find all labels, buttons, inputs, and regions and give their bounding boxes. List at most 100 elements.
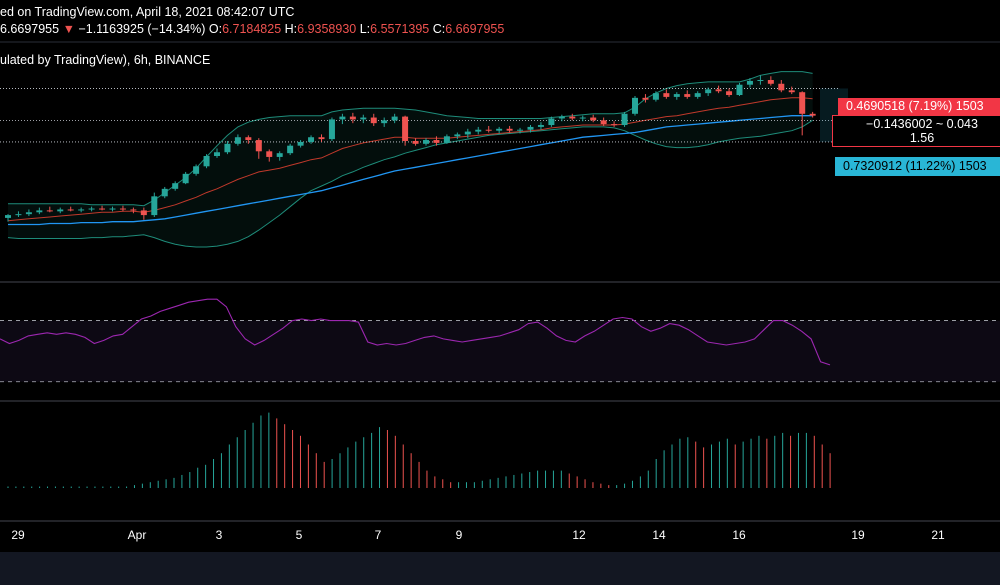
candle-body <box>726 91 733 96</box>
candle-body <box>788 90 795 93</box>
candle-body <box>705 89 712 94</box>
candle-body <box>339 116 346 120</box>
x-tick-label: 29 <box>11 528 25 542</box>
candle-body <box>642 97 649 100</box>
candle-body <box>140 210 147 216</box>
candle-body <box>485 129 492 131</box>
candle-body <box>266 151 273 157</box>
candle-body <box>287 145 294 154</box>
candle-body <box>67 209 74 211</box>
candle-body <box>423 140 429 144</box>
symbol-text: ulated by TradingView), 6h, BINANCE <box>0 53 211 67</box>
close-value: 6.6697955 <box>445 22 505 36</box>
candle-body <box>517 129 524 131</box>
candle-body <box>25 212 32 215</box>
candle-body <box>778 83 785 91</box>
candle-body <box>151 196 158 216</box>
measure-down-tag: 0.7320912 (11.22%) 1503 <box>835 157 1000 176</box>
price-change: −1.1163925 (−14.34%) <box>78 22 206 36</box>
rsi-band-fill <box>0 320 1000 382</box>
candle-body <box>809 113 816 116</box>
candle-body <box>297 141 304 146</box>
candle-body <box>673 94 680 97</box>
candle-body <box>172 183 179 189</box>
candle-body <box>746 80 753 85</box>
header-source-line: ed on TradingView.com, April 18, 2021 08… <box>0 5 294 19</box>
candle-body <box>57 209 64 212</box>
x-tick-label: 5 <box>295 528 303 542</box>
current-price: 6.6697955 <box>0 22 60 36</box>
candle-body <box>652 93 659 100</box>
x-tick-label: 16 <box>732 528 746 542</box>
low-value: 6.5571395 <box>370 22 430 36</box>
x-tick-label: Apr <box>127 528 147 542</box>
x-tick-label: 14 <box>652 528 666 542</box>
candle-body <box>611 124 618 126</box>
low-label: L: <box>359 22 371 36</box>
candle-body <box>506 128 513 131</box>
candle-body <box>255 140 262 152</box>
candle-body <box>391 116 398 121</box>
candle-body <box>109 208 116 210</box>
candle-body <box>234 137 241 144</box>
candle-body <box>454 134 461 137</box>
candle-body <box>757 80 764 82</box>
candle-body <box>119 208 126 210</box>
candle-body <box>475 129 482 132</box>
candle-body <box>767 80 774 84</box>
candle-body <box>799 92 806 114</box>
candle-body <box>443 136 450 143</box>
candle-body <box>736 84 743 96</box>
candle-body <box>684 94 691 97</box>
high-value: 6.9358930 <box>297 22 357 36</box>
candle-body <box>318 137 325 140</box>
x-tick-label: 12 <box>572 528 586 542</box>
measure-range-line1: −0.1436002 ~ 0.043 <box>866 117 978 131</box>
candle-body <box>694 93 701 97</box>
down-arrow-icon: ▼ <box>62 22 75 36</box>
candle-body <box>36 210 43 213</box>
header-ohlc-line: 6.6697955 ▼ −1.1163925 (−14.34%) O:6.718… <box>0 22 504 36</box>
candle-body <box>663 93 670 97</box>
candle-body <box>548 118 555 126</box>
candle-body <box>558 116 565 119</box>
candle-body <box>360 117 367 120</box>
rsi-line <box>0 298 831 366</box>
candle-body <box>632 97 638 114</box>
candle-body <box>99 208 106 210</box>
candle-body <box>402 116 409 141</box>
candle-body <box>224 143 231 153</box>
candle-body <box>308 137 315 142</box>
candle-body <box>569 116 576 119</box>
header-source-text: ed on TradingView.com, April 18, 2021 08… <box>0 5 295 19</box>
candle-body <box>381 120 388 124</box>
candle-body <box>433 140 440 143</box>
x-tick-label: 19 <box>851 528 865 542</box>
candle-body <box>464 131 471 135</box>
candle-body <box>370 117 377 124</box>
open-value: 6.7184825 <box>222 22 282 36</box>
candle-body <box>203 155 210 167</box>
measure-up-tag: 0.4690518 (7.19%) 1503 <box>838 98 1000 115</box>
ma-slow-line <box>8 115 813 226</box>
candle-body <box>328 119 335 140</box>
bollinger-upper-line <box>8 71 813 207</box>
candle-body <box>15 214 22 216</box>
bollinger-lower-line <box>7 119 813 248</box>
candle-body <box>590 117 597 121</box>
candle-body <box>621 113 628 126</box>
close-label: C: <box>432 22 446 36</box>
candle-body <box>130 209 137 211</box>
candle-body <box>537 125 544 127</box>
x-tick-label: 21 <box>931 528 945 542</box>
candle-body <box>182 173 189 184</box>
candle-body <box>527 126 534 130</box>
candle-body <box>276 153 283 157</box>
candle-body <box>412 140 419 144</box>
x-tick-label: 9 <box>455 528 463 542</box>
candle-body <box>600 120 607 125</box>
candle-body <box>78 209 85 211</box>
candle-body <box>193 166 200 174</box>
bollinger-band-fill <box>8 71 813 247</box>
